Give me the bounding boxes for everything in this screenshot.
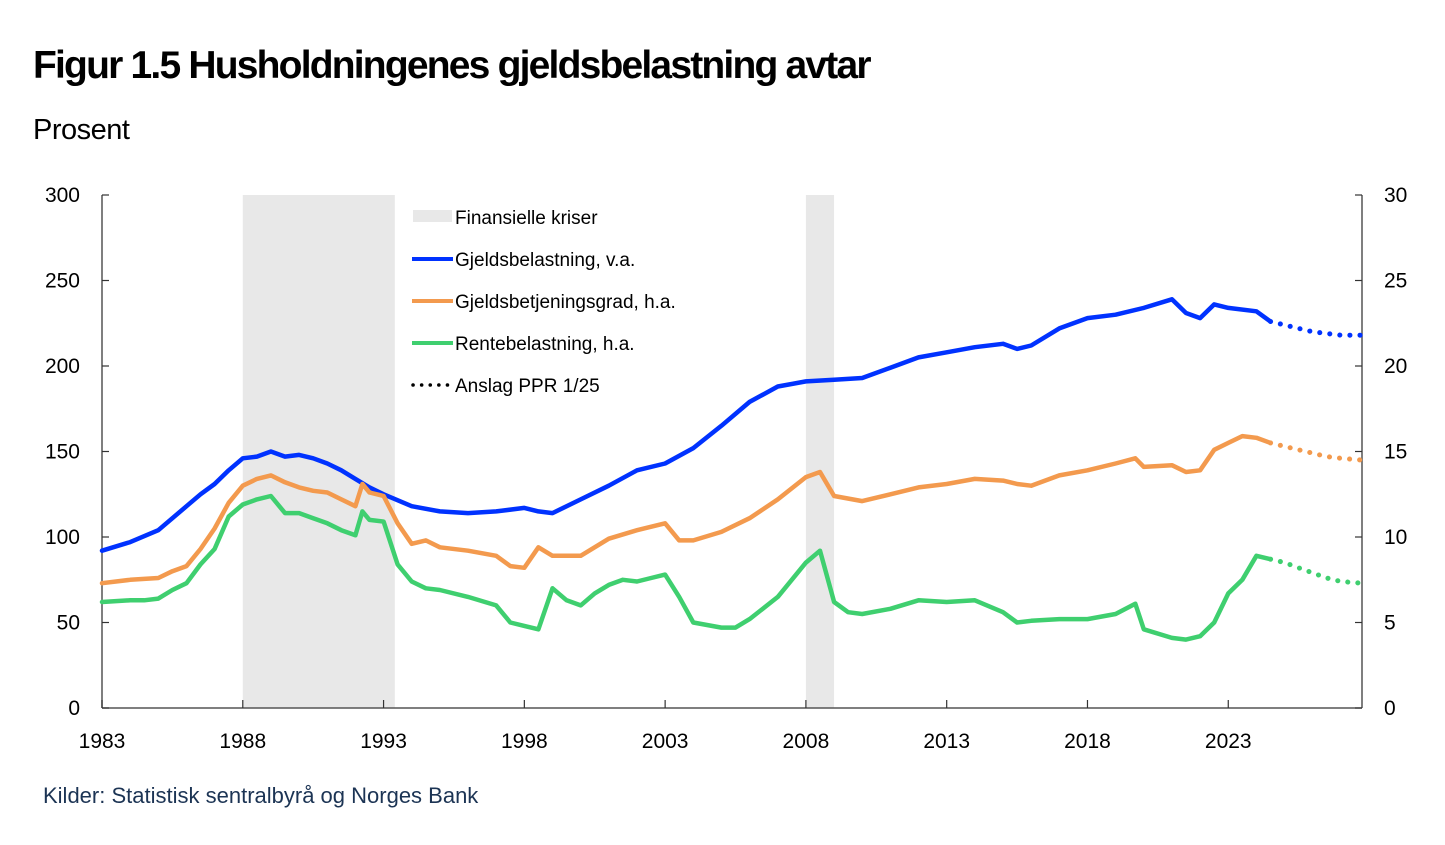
x-tick-label: 1983 [79, 730, 126, 753]
y-tick-label-right: 25 [1384, 270, 1407, 293]
chart-title: Figur 1.5 Husholdningenes gjeldsbelastni… [33, 44, 872, 87]
y-tick-label-left: 0 [68, 697, 80, 720]
y-tick-label-left: 100 [45, 526, 80, 549]
x-tick-label: 1993 [360, 730, 407, 753]
x-tick-label: 2023 [1205, 730, 1252, 753]
y-tick-label-right: 5 [1384, 612, 1396, 635]
x-tick-label: 2008 [783, 730, 830, 753]
series-line-gjeldsbelastning-v-a [99, 297, 1273, 553]
x-tick-label: 1988 [219, 730, 266, 753]
legend-label: Gjeldsbetjeningsgrad, h.a. [455, 292, 676, 313]
y-tick-label-left: 50 [57, 612, 80, 635]
axes-layer: 0 50 100 150 200 250 300 0 5 10 15 20 25 30 1983 1988 19… [45, 184, 1407, 753]
chart-subtitle: Prosent [33, 114, 130, 146]
legend-swatch-crisis [413, 210, 452, 222]
y-tick-label-left: 150 [45, 441, 80, 464]
y-tick-label-right: 30 [1384, 184, 1407, 207]
legend-label: Gjeldsbelastning, v.a. [455, 250, 635, 271]
series-line-gjeldsbelastning-v-a-anslag [1268, 319, 1365, 338]
series-layer [99, 297, 1365, 642]
y-tick-label-right: 15 [1384, 441, 1407, 464]
series-line-gjeldsbetjeningsgrad-h-a-anslag [1268, 440, 1365, 463]
chart-source: Kilder: Statistisk sentralbyrå og Norges… [43, 783, 479, 808]
series-line-gjeldsbetjeningsgrad-h-a [99, 433, 1273, 586]
legend-label: Finansielle kriser [455, 208, 598, 229]
legend-label: Rentebelastning, h.a. [455, 334, 635, 355]
x-tick-label: 2003 [642, 730, 689, 753]
x-tick-label: 2018 [1064, 730, 1111, 753]
y-tick-label-right: 10 [1384, 526, 1407, 549]
y-tick-label-left: 250 [45, 270, 80, 293]
crisis-period [805, 195, 835, 708]
y-tick-label-right: 20 [1384, 355, 1407, 378]
y-tick-label-right: 0 [1384, 697, 1396, 720]
x-tick-label: 2013 [923, 730, 970, 753]
series-line-rentebelastning-h-a-anslag [1268, 556, 1365, 586]
y-tick-label-left: 200 [45, 355, 80, 378]
x-tick-label: 1998 [501, 730, 548, 753]
series-line-rentebelastning-h-a [99, 493, 1273, 642]
legend-label: Anslag PPR 1/25 [455, 376, 600, 397]
y-tick-label-left: 300 [45, 184, 80, 207]
legend: Finansielle kriser Gjeldsbelastning, v.a.… [411, 208, 676, 397]
